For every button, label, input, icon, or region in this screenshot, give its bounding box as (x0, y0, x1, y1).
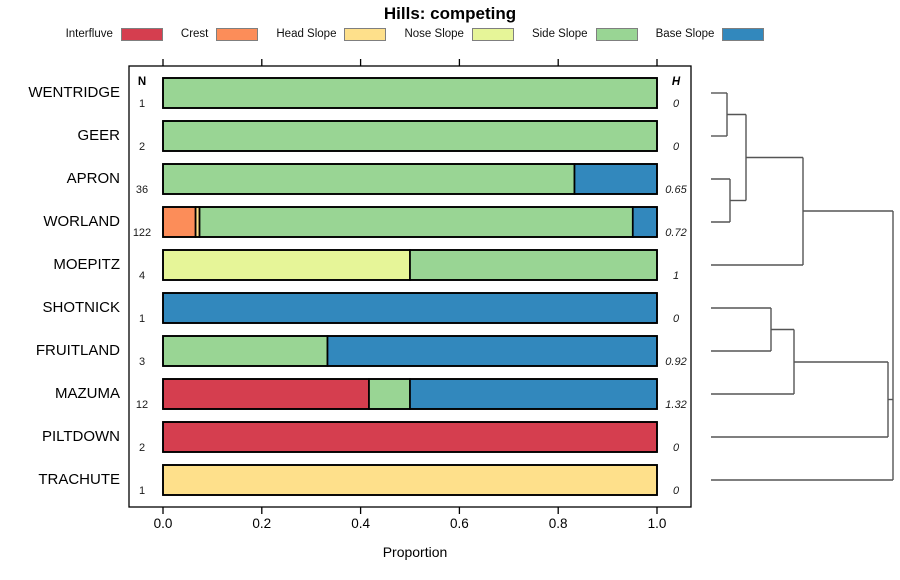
bar-segment (162, 77, 658, 109)
bar-outline (162, 206, 658, 238)
row-label: WORLAND (43, 213, 120, 230)
legend-swatch (216, 27, 259, 41)
bar-segment (162, 120, 658, 152)
row-label: TRACHUTE (38, 471, 120, 488)
h-value: 0 (672, 141, 680, 153)
h-value: 0 (672, 313, 680, 325)
x-tick-label: 0.6 (450, 516, 469, 531)
row-label: APRON (66, 170, 120, 187)
legend-swatch (471, 27, 514, 41)
bar-segment (198, 206, 634, 238)
n-value: 2 (138, 141, 146, 153)
row-label: WENTRIDGE (28, 84, 120, 101)
legend-item: Interfluve (65, 27, 163, 41)
row-label: FRUITLAND (35, 342, 120, 359)
row-label: GEER (77, 127, 120, 144)
bar-outline (162, 292, 658, 324)
h-value: 0.92 (665, 356, 687, 368)
n-value: 1 (138, 485, 146, 497)
bar-segment (162, 206, 197, 238)
bar-outline (162, 421, 658, 453)
x-tick-label: 0.4 (351, 516, 370, 531)
bar-outline (162, 464, 658, 496)
bar-segment (162, 249, 411, 281)
h-value: 0.72 (665, 227, 687, 239)
n-value: 1 (138, 313, 146, 325)
h-value: 0 (672, 98, 680, 110)
h-column-header: H (671, 76, 681, 88)
legend-item: Nose Slope (404, 27, 514, 41)
bar-outline (162, 249, 658, 281)
legend-item: Side Slope (531, 27, 638, 41)
plot-frame (128, 65, 692, 508)
chart-title: Hills: competing (383, 4, 517, 23)
bar-segment (162, 378, 370, 410)
legend-item-label: Base Slope (655, 28, 715, 40)
legend-item-label: Side Slope (531, 28, 588, 40)
h-value: 0 (672, 442, 680, 454)
legend-item-label: Nose Slope (404, 28, 464, 40)
x-tick-label: 1.0 (647, 516, 667, 531)
bar-outline (162, 335, 658, 367)
n-value: 3 (138, 356, 146, 368)
x-tick-label: 0.8 (548, 516, 568, 531)
bar-segment (162, 464, 658, 496)
row-label: MAZUMA (55, 385, 120, 402)
legend-swatch (722, 27, 765, 41)
n-value: 36 (135, 184, 149, 196)
bar-outline (162, 120, 658, 152)
x-tick-label: 0.0 (153, 516, 173, 531)
legend-swatch (344, 27, 387, 41)
bar-outline (162, 378, 658, 410)
bar-segment (162, 163, 576, 195)
row-label: MOEPITZ (53, 256, 120, 273)
row-label: PILTDOWN (41, 428, 120, 445)
legend-item-label: Head Slope (276, 28, 337, 40)
legend-item: Head Slope (276, 27, 387, 41)
n-value: 4 (138, 270, 146, 282)
bar-segment (631, 206, 658, 238)
legend-item: Crest (180, 27, 259, 41)
x-axis-title: Proportion (382, 544, 448, 560)
h-value: 1.32 (665, 399, 687, 411)
bar-outline (162, 77, 658, 109)
bar-segment (162, 335, 329, 367)
n-value: 122 (132, 227, 152, 239)
bar-segment (162, 421, 658, 453)
n-column-header: N (137, 76, 147, 88)
h-value: 0.65 (665, 184, 687, 196)
legend-swatch (595, 27, 638, 41)
bar-segment (409, 378, 658, 410)
h-value: 1 (672, 270, 680, 282)
x-tick-label: 0.2 (252, 516, 272, 531)
n-value: 1 (138, 98, 146, 110)
bar-outline (162, 163, 658, 195)
legend-item-label: Crest (180, 28, 209, 40)
legend: Interfluve Crest Head Slope Nose Slope Side … (0, 25, 830, 43)
bar-segment (326, 335, 658, 367)
h-value: 0 (672, 485, 680, 497)
bar-segment (573, 163, 658, 195)
legend-item-label: Interfluve (65, 28, 113, 40)
bar-segment (162, 292, 658, 324)
row-label: SHOTNICK (42, 299, 120, 316)
n-value: 12 (135, 399, 149, 411)
legend-item: Base Slope (655, 27, 765, 41)
bar-segment (368, 378, 411, 410)
bar-segment (409, 249, 658, 281)
n-value: 2 (138, 442, 146, 454)
legend-swatch (120, 27, 163, 41)
